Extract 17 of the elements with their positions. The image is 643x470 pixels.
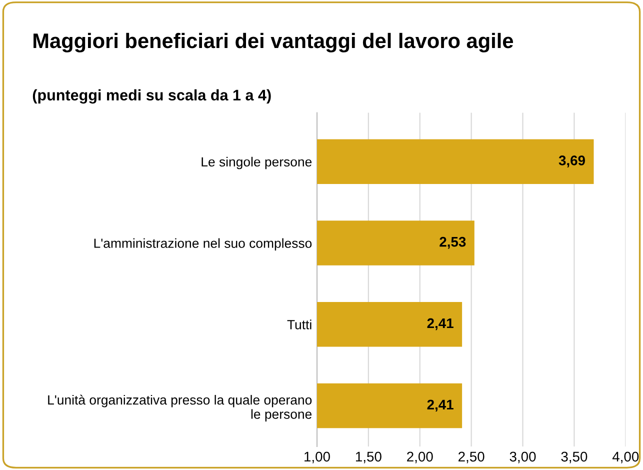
x-tick-label: 1,50 [356, 452, 382, 464]
y-tick-label: L'unità organizzativa presso la quale operano le persone [48, 394, 312, 422]
x-tick-label: 2,50 [458, 452, 484, 464]
x-tick-label: 1,00 [304, 452, 330, 464]
y-tick-label: Tutti [287, 320, 312, 330]
y-tick-label: Le singole persone [202, 156, 312, 170]
data-label: 2,53 [440, 236, 466, 249]
data-label: 2,41 [427, 400, 454, 412]
x-tick-label: 3,00 [510, 452, 536, 464]
data-label: 2,41 [427, 318, 454, 330]
y-tick-label: L'amministrazione nel suo complesso [94, 238, 312, 251]
text: (punteggi medi su scala da 1 a 4) [32, 89, 271, 104]
chart-title: Maggiori beneficiari dei vantaggi del lavoro agile [34, 32, 514, 52]
data-label: 3,69 [558, 156, 586, 168]
x-tick-label: 4,00 [612, 452, 639, 464]
x-tick-label: 2,00 [407, 452, 433, 464]
x-tick-label: 3,50 [561, 452, 588, 464]
